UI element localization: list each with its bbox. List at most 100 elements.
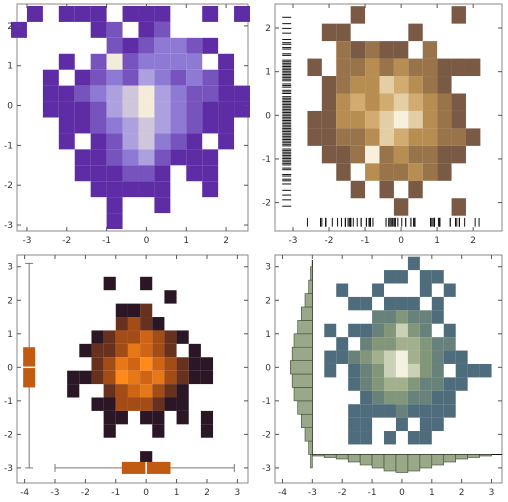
heatmap-cell [170,37,187,54]
heatmap-cell [202,181,219,198]
heatmap-cell [393,93,409,111]
heatmap-cell [138,37,155,54]
x-tick-label: 2 [204,488,210,498]
heatmap-cell [140,330,153,344]
hist-bar-y [304,427,313,442]
y-tick-label: -2 [262,199,271,209]
heatmap-cell [419,337,432,351]
heatmap-cell [122,181,139,198]
heatmap-cell [408,180,423,199]
heatmap-cell [324,323,337,338]
heatmap-cell [379,76,394,94]
heatmap-cell [67,384,80,398]
heatmap-cell [91,397,104,411]
heatmap-cell [90,69,107,86]
heatmap-cell [103,410,116,425]
hist-bar-x [347,454,361,463]
heatmap-cell [154,165,171,182]
x-tick-label: 3 [234,488,240,498]
hist-bar-y [301,306,313,321]
y-tick-label: 0 [7,102,13,112]
heatmap-cell [106,37,123,54]
heatmap-cell [407,377,420,391]
heatmap-cell [431,270,444,284]
heatmap-cell [152,424,165,438]
hist-bar-y [291,373,313,388]
heatmap-cell [90,117,107,134]
heatmap-panel-tan-rug: -3 -2 -1 0 1 2 -2 -1 0 1 2 [262,3,503,246]
heatmap-panel-slate-histogram: -4 -3 -2 -1 0 1 2 3 -3 -2 -1 0 1 2 3 [262,254,503,498]
heatmap-cell [451,93,466,111]
heatmap-cell [365,76,380,94]
heatmap-cell [321,93,337,111]
heatmap-cell [90,53,107,70]
y-tick-label: 2 [7,22,13,32]
y-tick-label: -3 [262,464,271,474]
heatmap-cell [365,128,380,146]
heatmap-cell [106,133,123,150]
heatmap-cell [321,23,337,42]
heatmap-cell [103,424,116,438]
heatmap-cell [122,149,139,166]
heatmap-cell [164,290,177,304]
hist-bar-x [443,454,457,463]
hist-bar-x [419,454,433,469]
heatmap-cell [140,276,153,291]
heatmap-cell [79,370,92,385]
heatmap-cell [176,397,189,411]
heatmap-cell [384,431,396,445]
heatmap-cell [186,165,203,182]
heatmap-cell [154,197,171,214]
heatmap-cell [91,370,104,385]
heatmap-cell [384,350,396,364]
heatmap-cell [122,133,139,150]
heatmap-cell [379,145,394,164]
heatmap-cell [200,357,214,371]
heatmap-cell [336,58,351,77]
heatmap-panel-orange-boxwhisker: -4 -3 -2 -1 0 1 2 3 -3 -2 -1 0 1 2 3 [4,254,249,498]
heatmap-cell [127,357,141,371]
heatmap-cell [67,370,80,385]
y-tick-label: 1 [265,330,271,340]
y-tick-label: 0 [265,363,271,373]
heatmap-cell [138,149,155,166]
heatmap-cell [360,323,373,338]
heatmap-cell [408,23,423,42]
heatmap-cell [140,357,153,371]
heatmap-cell [91,357,104,371]
heatmap-cell [90,165,107,182]
heatmap-cell [74,101,91,118]
heatmap-cell [422,58,438,77]
heatmap-cell [451,110,466,129]
heatmap-cell [336,41,351,59]
heatmap-cell [154,69,171,86]
heatmap-cell [360,350,373,364]
heatmap-cell [395,350,408,364]
heatmap-cell [140,343,153,358]
heatmap-cell [127,303,141,318]
heatmap-cell [202,85,219,102]
heatmap-cell [395,404,408,418]
y-tick-label: -1 [262,155,271,165]
heatmap-cell [365,41,380,59]
heatmap-cell [360,417,373,432]
x-tick-label: -1 [111,488,120,498]
heatmap-cell [202,5,219,22]
heatmap-cell [348,417,361,432]
heatmap-cell [218,53,235,70]
heatmap-cell [395,323,408,338]
heatmap-cell [202,149,219,166]
hist-bar-x [407,454,421,472]
heatmap-cell [407,350,420,364]
heatmap-cell [186,149,203,166]
heatmap-cell [384,337,396,351]
heatmap-cell [393,145,409,164]
heatmap-cell [384,404,396,418]
heatmap-cell [202,117,219,134]
heatmap-cell [152,330,165,344]
heatmap-cell [422,128,438,146]
heatmap-cell [122,5,139,22]
heatmap-cell [393,76,409,94]
heatmap-cell [408,110,423,129]
